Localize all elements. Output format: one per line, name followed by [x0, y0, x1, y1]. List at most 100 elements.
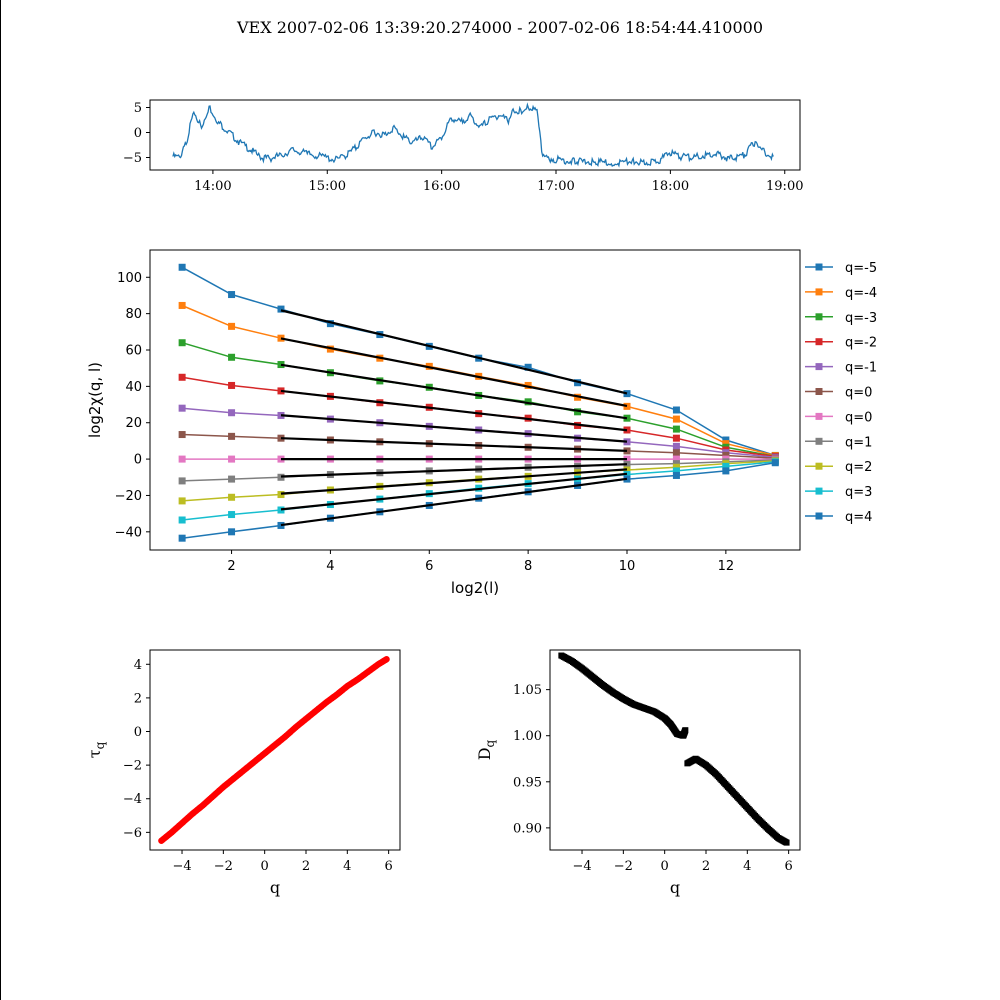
series-marker-8 — [179, 497, 186, 504]
legend-label-5: q=0 — [845, 386, 872, 401]
legend-marker-6 — [816, 413, 823, 420]
legend-marker-10 — [816, 513, 823, 520]
legend-label-0: q=-5 — [845, 261, 877, 276]
legend-label-4: q=-1 — [845, 361, 877, 376]
dq-x-tick-label: 0 — [661, 859, 669, 874]
series-marker-1 — [673, 416, 680, 423]
legend-label-8: q=2 — [845, 460, 872, 475]
series-marker-6 — [228, 456, 235, 463]
series-marker-0 — [228, 291, 235, 298]
dq-y-tick-label: 1.00 — [513, 729, 542, 744]
series-marker-10 — [179, 535, 186, 542]
timeseries-x-tick-label: 16:00 — [423, 179, 460, 194]
dq-y-tick-label: 0.90 — [513, 821, 542, 836]
dq-x-tick-label: 2 — [702, 859, 710, 874]
scaling-x-tick-label: 6 — [425, 559, 433, 574]
legend-label-2: q=-3 — [845, 311, 877, 326]
dq-y-tick-label: 1.05 — [513, 683, 542, 698]
series-marker-5 — [179, 431, 186, 438]
timeseries-y-tick-label: −5 — [123, 151, 142, 166]
scaling-y-tick-label: 60 — [125, 344, 142, 359]
series-marker-3 — [228, 382, 235, 389]
legend-marker-1 — [816, 288, 823, 295]
series-marker-2 — [179, 339, 186, 346]
scaling-y-tick-label: 80 — [125, 307, 142, 322]
series-marker-0 — [179, 264, 186, 271]
legend-label-9: q=3 — [845, 485, 872, 500]
legend-marker-9 — [816, 488, 823, 495]
tau-x-tick-label: −4 — [172, 859, 191, 874]
series-marker-10 — [772, 459, 779, 466]
scaling-x-tick-label: 12 — [718, 559, 735, 574]
series-marker-10 — [673, 472, 680, 479]
tau-x-tick-label: 0 — [261, 859, 269, 874]
series-marker-6 — [179, 456, 186, 463]
series-marker-4 — [228, 409, 235, 416]
series-marker-9 — [228, 511, 235, 518]
scaling-x-tick-label: 2 — [227, 559, 235, 574]
series-marker-2 — [673, 426, 680, 433]
series-marker-10 — [228, 528, 235, 535]
tau-x-tick-label: 6 — [384, 859, 392, 874]
series-marker-3 — [673, 435, 680, 442]
tau-y-tick-label: 0 — [134, 725, 142, 740]
series-marker-0 — [673, 407, 680, 414]
scaling-y-tick-label: −40 — [115, 525, 142, 540]
scaling-y-tick-label: 20 — [125, 416, 142, 431]
tau-x-tick-label: 4 — [343, 859, 351, 874]
legend-label-1: q=-4 — [845, 286, 877, 301]
tau-x-tick-label: 2 — [302, 859, 310, 874]
legend-marker-5 — [816, 388, 823, 395]
series-marker-1 — [228, 323, 235, 330]
series-marker-10 — [722, 467, 729, 474]
tau-point — [383, 656, 389, 662]
timeseries-x-tick-label: 17:00 — [537, 179, 574, 194]
dq-point — [682, 727, 688, 733]
dq-point — [784, 840, 790, 846]
tau-y-tick-label: 4 — [134, 658, 142, 673]
scaling-y-axis-label: log2χ(q, l) — [86, 362, 104, 438]
timeseries-x-tick-label: 14:00 — [194, 179, 231, 194]
tau-y-tick-label: −2 — [123, 759, 142, 774]
series-marker-3 — [179, 374, 186, 381]
legend-marker-3 — [816, 338, 823, 345]
dq-x-tick-label: 4 — [743, 859, 751, 874]
series-marker-7 — [179, 477, 186, 484]
dq-x-tick-label: −4 — [572, 859, 591, 874]
legend-label-6: q=0 — [845, 410, 872, 425]
scaling-x-axis-label: log2(l) — [451, 579, 499, 597]
series-marker-8 — [228, 494, 235, 501]
series-marker-1 — [179, 302, 186, 309]
dq-x-tick-label: 6 — [784, 859, 792, 874]
series-marker-4 — [673, 443, 680, 450]
scaling-x-tick-label: 8 — [524, 559, 532, 574]
timeseries-x-tick-label: 18:00 — [652, 179, 689, 194]
scaling-y-tick-label: 40 — [125, 380, 142, 395]
scaling-x-tick-label: 4 — [326, 559, 334, 574]
tau-y-tick-label: 2 — [134, 691, 142, 706]
tau-x-axis-label: q — [270, 878, 280, 897]
legend-marker-2 — [816, 313, 823, 320]
figure-title: VEX 2007-02-06 13:39:20.274000 - 2007-02… — [236, 18, 763, 37]
series-marker-9 — [179, 517, 186, 524]
timeseries-x-tick-label: 19:00 — [766, 179, 803, 194]
scaling-y-tick-label: −20 — [115, 489, 142, 504]
legend-label-10: q=4 — [845, 510, 872, 525]
dq-x-tick-label: −2 — [614, 859, 633, 874]
series-marker-5 — [673, 449, 680, 456]
tau-y-tick-label: −6 — [123, 826, 142, 841]
tau-y-tick-label: −4 — [123, 792, 142, 807]
legend-marker-8 — [816, 463, 823, 470]
dq-x-axis-label: q — [670, 878, 680, 897]
series-marker-2 — [228, 354, 235, 361]
timeseries-y-tick-label: 0 — [134, 126, 142, 141]
scaling-x-tick-label: 10 — [619, 559, 636, 574]
timeseries-x-tick-label: 15:00 — [309, 179, 346, 194]
scaling-y-tick-label: 0 — [134, 453, 142, 468]
legend-label-7: q=1 — [845, 435, 872, 450]
scaling-y-tick-label: 100 — [117, 271, 142, 286]
series-marker-4 — [179, 405, 186, 412]
series-marker-7 — [228, 476, 235, 483]
legend-marker-0 — [816, 264, 823, 271]
